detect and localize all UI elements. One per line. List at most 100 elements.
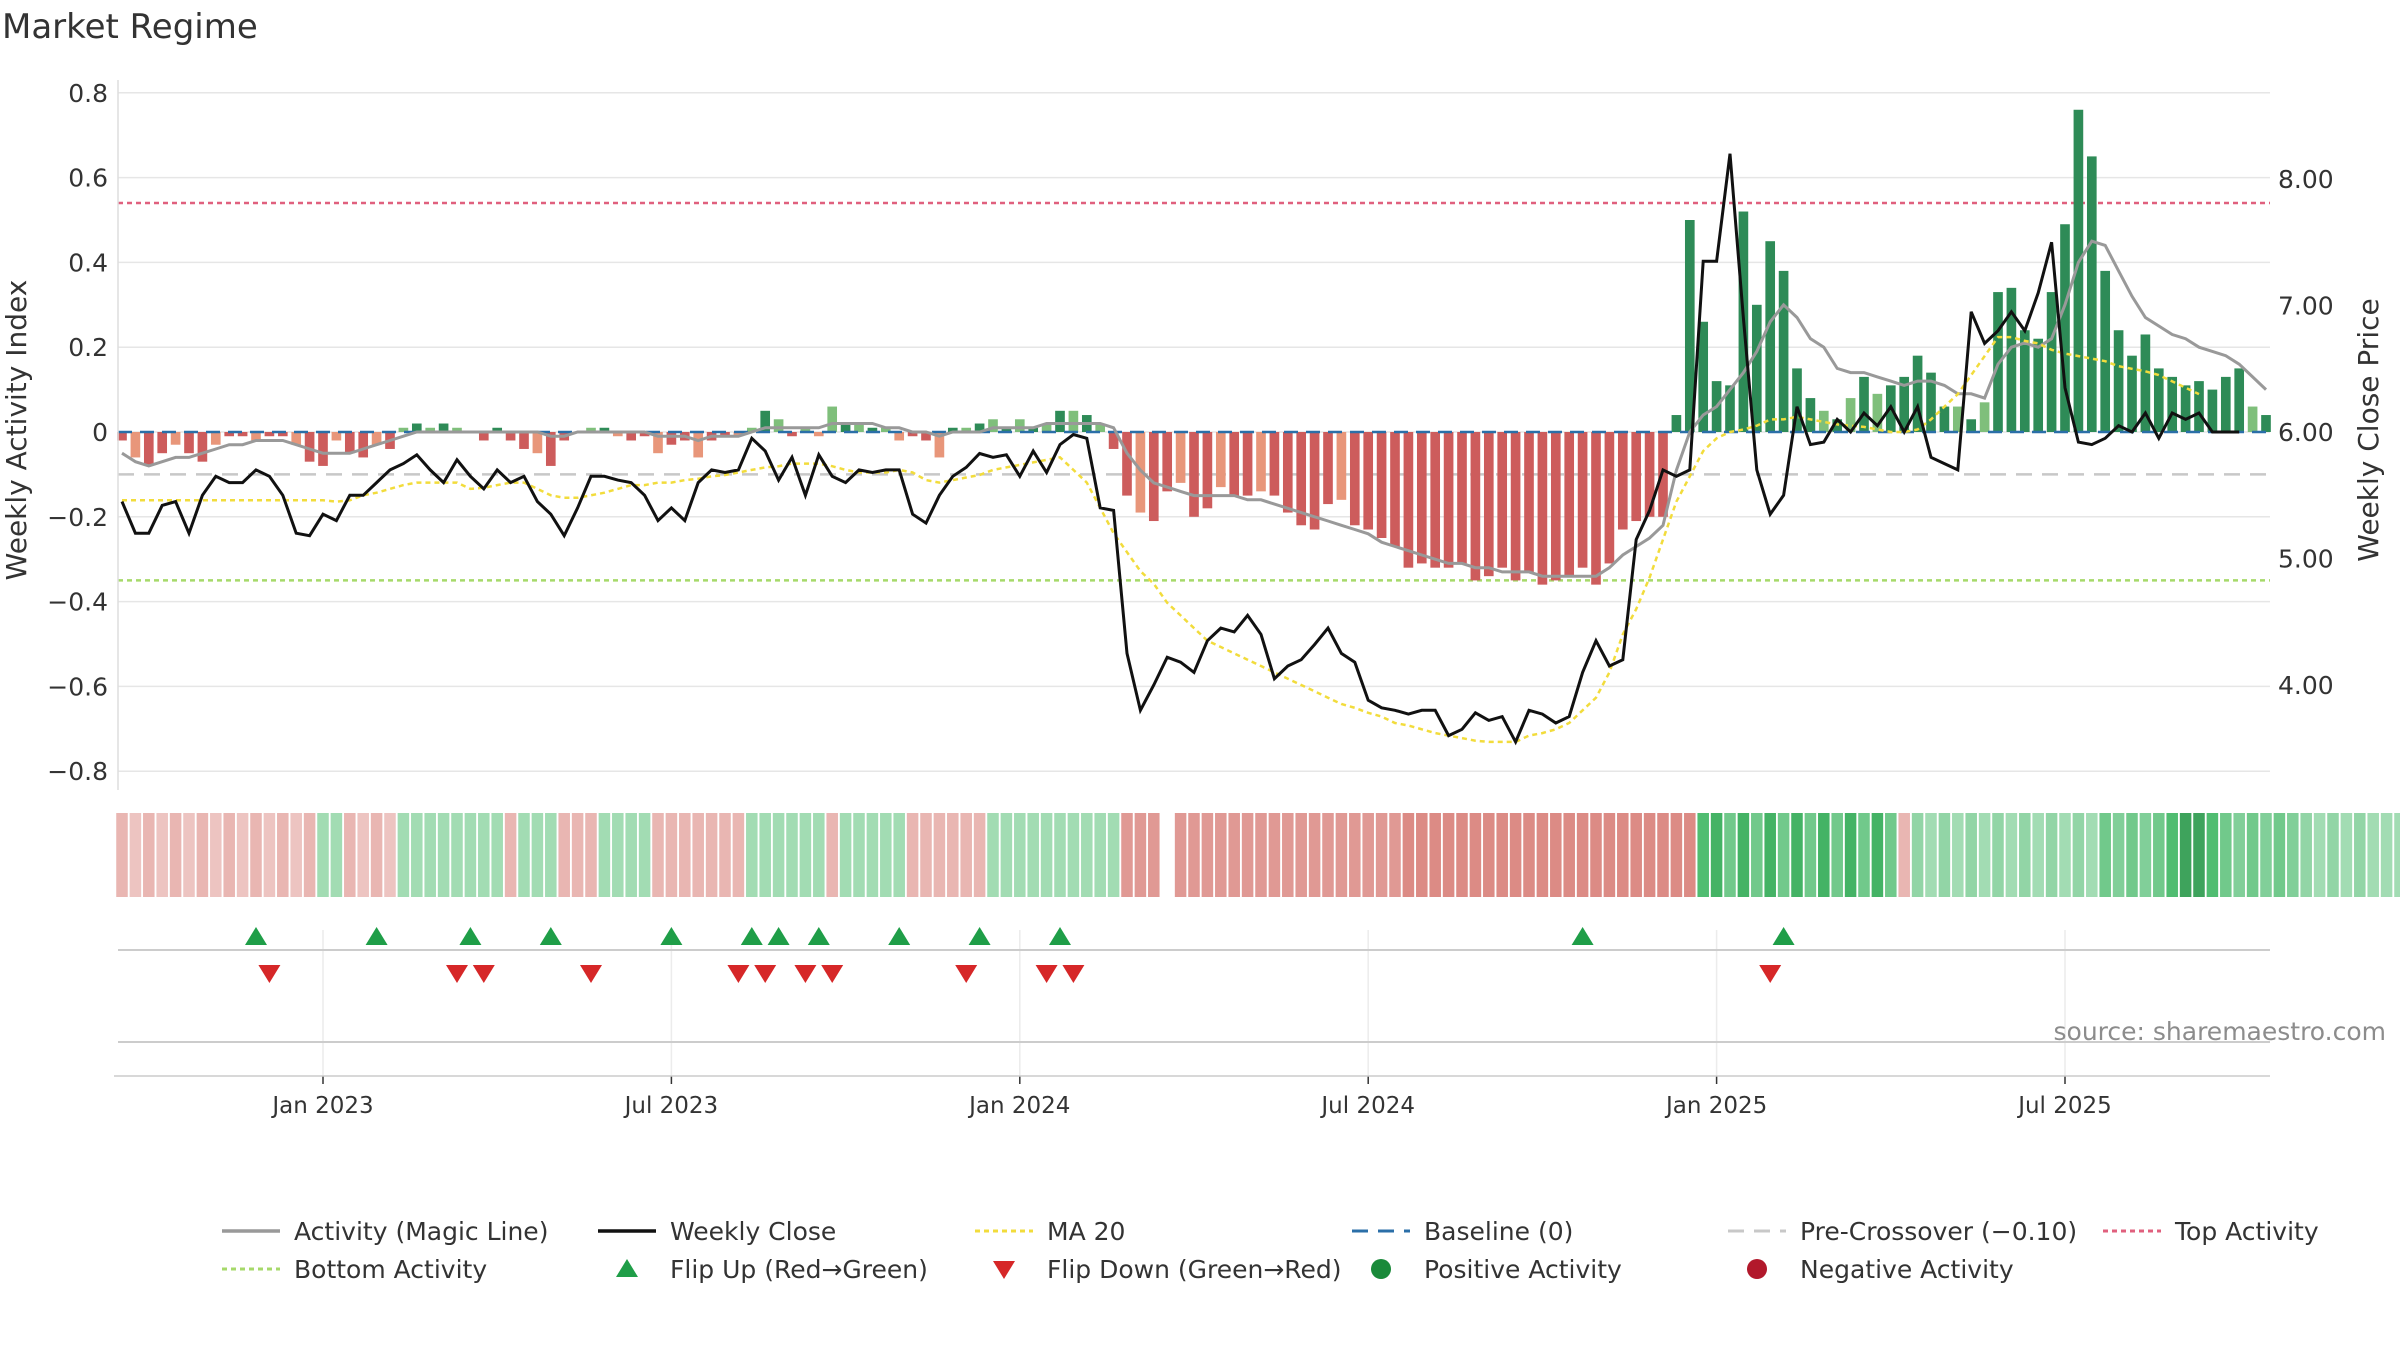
- legend-item: Pre-Crossover (−0.10): [1728, 1217, 2077, 1246]
- regime-cell: [1844, 813, 1857, 897]
- regime-cell: [1335, 813, 1348, 897]
- activity-bar: [2073, 109, 2084, 432]
- regime-cell: [1375, 813, 1388, 897]
- regime-cell: [1081, 813, 1093, 897]
- regime-cell: [2206, 813, 2219, 897]
- activity-bar: [854, 423, 864, 432]
- regime-cell: [1402, 813, 1415, 897]
- activity-bar: [961, 427, 972, 432]
- xtick-label: Jan 2023: [270, 1093, 373, 1119]
- activity-bar: [1872, 393, 1883, 432]
- activity-bar: [1952, 406, 1963, 432]
- activity-bar: [505, 432, 516, 441]
- activity-bar: [2060, 224, 2070, 432]
- activity-bar: [720, 432, 730, 437]
- activity-bar: [813, 432, 824, 437]
- regime-cell: [759, 813, 771, 897]
- regime-cell: [813, 813, 825, 897]
- activity-bar: [291, 432, 302, 445]
- regime-cell: [2300, 813, 2312, 897]
- regime-cell: [679, 813, 691, 897]
- regime-cell: [973, 813, 986, 897]
- legend-label: Weekly Close: [670, 1217, 836, 1246]
- activity-bar: [184, 432, 194, 454]
- activity-bar: [1698, 321, 1709, 432]
- legend: Activity (Magic Line) Weekly Close MA 20 Ba…: [222, 1217, 2319, 1284]
- activity-bar: [894, 432, 905, 441]
- activity-bar: [2153, 368, 2164, 432]
- activity-bar: [666, 432, 677, 445]
- activity-bar: [612, 432, 623, 437]
- regime-cell: [960, 813, 972, 897]
- activity-bar: [358, 432, 369, 458]
- activity-bar: [1845, 398, 1856, 432]
- activity-bar: [304, 432, 315, 462]
- activity-bar: [1323, 432, 1333, 505]
- flip-up-icon: [767, 927, 790, 945]
- ytick-left-label: 0.6: [68, 164, 108, 193]
- activity-bar: [532, 432, 543, 454]
- regime-cell: [1255, 813, 1267, 897]
- regime-cell: [1898, 813, 1910, 897]
- regime-cell: [1563, 813, 1575, 897]
- ytick-left-label: 0: [92, 418, 108, 447]
- activity-bars: [117, 109, 2271, 585]
- flip-up-icon: [807, 927, 830, 945]
- regime-cell: [2273, 813, 2286, 897]
- regime-cell: [1429, 813, 1441, 897]
- activity-bar: [1376, 432, 1387, 538]
- regime-cell: [880, 813, 892, 897]
- activity-bar: [2113, 330, 2124, 432]
- activity-bar: [1524, 432, 1534, 572]
- activity-bar: [2234, 368, 2245, 432]
- regime-cell: [1871, 813, 1884, 897]
- activity-bar: [452, 427, 462, 432]
- weekly-close-line: [120, 153, 2240, 746]
- regime-cell: [1911, 813, 1924, 897]
- activity-bar: [746, 427, 757, 432]
- activity-bar: [277, 432, 288, 437]
- regime-cell: [531, 813, 544, 897]
- activity-bar: [2100, 270, 2111, 432]
- activity-bar: [1805, 398, 1816, 432]
- activity-bar: [787, 432, 797, 437]
- activity-bar: [867, 427, 878, 432]
- regime-cell: [1643, 813, 1656, 897]
- activity-bar: [264, 432, 275, 437]
- regime-cell: [1885, 813, 1897, 897]
- regime-cell: [839, 813, 852, 897]
- ytick-right-label: 8.00: [2278, 165, 2334, 194]
- flip-up-icon: [740, 927, 763, 945]
- legend-label: Top Activity: [2174, 1217, 2319, 1246]
- activity-bar: [197, 432, 208, 462]
- xtick-label: Jan 2025: [1664, 1093, 1767, 1119]
- regime-cell: [2045, 813, 2058, 897]
- regime-cell: [451, 813, 463, 897]
- regime-cell: [1938, 813, 1951, 897]
- regime-cell: [799, 813, 812, 897]
- regime-cell: [2086, 813, 2098, 897]
- activity-bar: [1175, 432, 1186, 483]
- regime-cell: [2099, 813, 2111, 897]
- activity-bar: [1604, 432, 1615, 564]
- regime-cell: [2340, 813, 2353, 897]
- regime-cell: [1576, 813, 1589, 897]
- activity-bar: [1631, 432, 1642, 522]
- triangle-down-icon: [993, 1261, 1015, 1279]
- legend-label: Negative Activity: [1800, 1255, 2014, 1284]
- activity-bar: [519, 432, 529, 449]
- xtick-label: Jul 2023: [623, 1093, 719, 1119]
- regime-cell: [491, 813, 503, 897]
- regime-cell: [330, 813, 343, 897]
- activity-bar: [1068, 410, 1079, 432]
- activity-bar: [2086, 156, 2097, 432]
- legend-item: Negative Activity: [1747, 1255, 2014, 1284]
- regime-cell: [2193, 813, 2205, 897]
- regime-cell: [866, 813, 879, 897]
- regime-cell: [504, 813, 517, 897]
- activity-bar: [1644, 432, 1655, 517]
- activity-bar: [1537, 432, 1548, 585]
- regime-cell: [598, 813, 611, 897]
